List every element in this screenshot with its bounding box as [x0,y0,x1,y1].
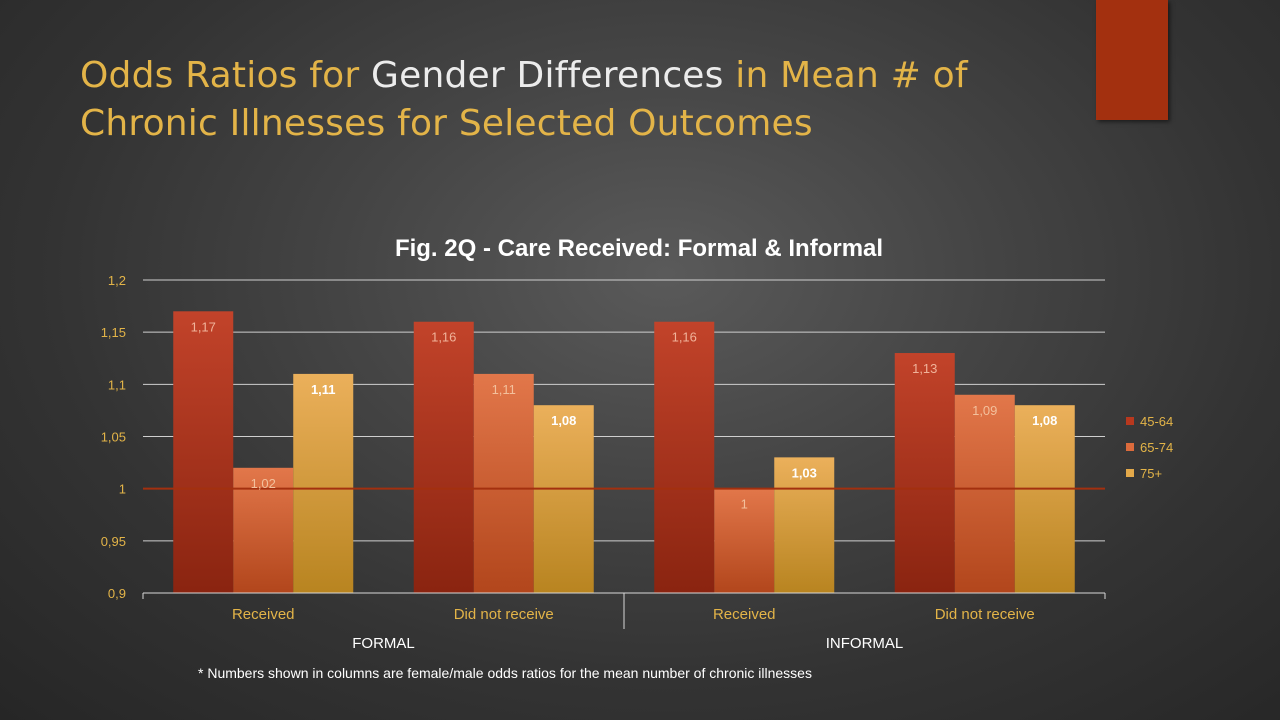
x-group-label: FORMAL [352,635,415,652]
bar [1014,405,1075,593]
data-labels: 1,17 1,16 1,16 1,13 1,02 1,11 1 1,09 1,11 1,08 1,0… [191,319,1058,511]
bar [173,311,234,593]
chart-title: Fig. 2Q - Care Received: Formal & Inform… [395,235,883,262]
y-tick-label: 0,95 [101,534,126,549]
bar [954,394,1015,593]
bar [473,373,534,593]
footnote: * Numbers shown in columns are female/ma… [198,665,812,681]
y-tick-label: 1,05 [101,430,126,445]
data-label: 1,17 [191,319,216,334]
bar [714,488,775,593]
legend-swatch [1126,417,1134,425]
data-label: 1 [741,497,748,512]
accent-block [1096,0,1168,120]
x-group-label: INFORMAL [826,635,904,652]
bars [173,311,1075,593]
y-tick-label: 1,1 [108,377,126,392]
y-tick-label: 1,15 [101,325,126,340]
data-label: 1,09 [972,403,997,418]
bar [413,321,474,593]
legend-label: 45-64 [1140,414,1173,429]
bar [533,405,594,593]
bar [293,373,354,593]
data-label: 1,03 [792,465,817,480]
x-category-label: Did not receive [935,606,1035,623]
x-category-label: Received [232,606,295,623]
legend-swatch [1126,443,1134,451]
y-tick-label: 1 [119,482,126,497]
legend-label: 65-74 [1140,440,1173,455]
title-line-2: Chronic Illnesses for Selected Outcomes [80,103,813,144]
data-label: 1,16 [672,330,697,345]
y-tick-label: 0,9 [108,586,126,601]
bar [774,457,835,593]
x-category-label: Received [713,606,776,623]
bar [654,321,715,593]
title-part-3: in Mean # of [723,55,968,96]
title-part-2: Gender Differences [371,55,724,96]
x-category-label: Did not receive [454,606,554,623]
bar [894,353,955,593]
axes: 0,9 0,95 1 1,05 1,1 1,15 1,2 Received Did not re… [101,273,1106,652]
data-label: 1,02 [251,476,276,491]
title-part-1: Odds Ratios for [80,55,372,96]
data-label: 1,11 [311,382,336,397]
data-label: 1,08 [551,413,576,428]
data-label: 1,08 [1032,413,1057,428]
legend-swatch [1126,469,1134,477]
legend: 45-64 65-74 75+ [1126,414,1173,481]
data-label: 1,11 [492,382,516,397]
data-label: 1,16 [431,330,456,345]
y-tick-label: 1,2 [108,273,126,288]
slide-title: Odds Ratios for Gender Differences in Me… [80,52,1080,148]
legend-label: 75+ [1140,466,1162,481]
data-label: 1,13 [912,361,937,376]
